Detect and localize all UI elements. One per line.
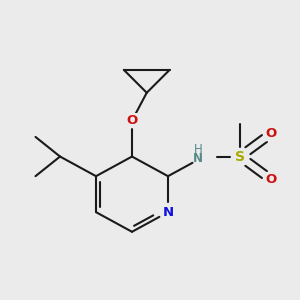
Text: N: N bbox=[193, 152, 203, 165]
Text: O: O bbox=[126, 114, 138, 127]
Text: S: S bbox=[235, 149, 245, 164]
Text: N: N bbox=[162, 206, 174, 219]
Text: O: O bbox=[266, 127, 277, 140]
Text: H: H bbox=[194, 143, 203, 156]
Text: O: O bbox=[266, 173, 277, 186]
